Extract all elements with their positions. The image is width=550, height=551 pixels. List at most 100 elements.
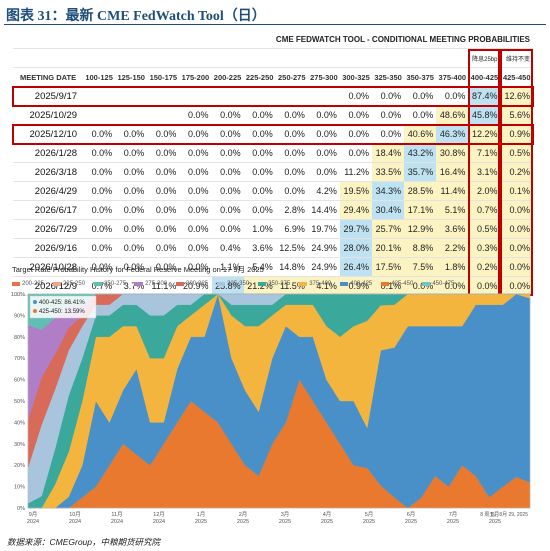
probability-cell: 0.0% [307, 143, 340, 163]
legend-item[interactable]: 350-375 [258, 281, 290, 287]
probability-cell: 0.0% [115, 219, 148, 239]
probability-cell: 2.8% [275, 200, 308, 220]
legend-item[interactable]: 200-225 [12, 281, 44, 287]
legend-item[interactable]: 400-425 [340, 281, 372, 287]
probability-cell: 0.0% [339, 143, 373, 163]
probability-cell: 0.0% [83, 143, 116, 163]
y-tick-label: 50% [14, 399, 25, 405]
probability-cell: 26.4% [339, 257, 373, 277]
legend-swatch [258, 282, 267, 286]
table-row: 2026/6/17 0.0% 0.0% 0.0% 0.0% 0.0% 0.0% 2.8% 14.… [13, 200, 533, 220]
probability-cell: 48.6% [436, 105, 469, 125]
probability-cell: 0.0% [147, 143, 180, 163]
x-tick-label: 4月 [323, 511, 332, 518]
probability-cell: 0.0% [179, 162, 212, 182]
probability-cell: 11.4% [436, 181, 469, 201]
legend-item[interactable]: 450-475 [422, 281, 454, 287]
probability-table-panel: CME FEDWATCH TOOL - CONDITIONAL MEETING … [12, 30, 534, 296]
probability-cell: 0.9% [339, 276, 373, 296]
probability-cell: 0.0% [211, 143, 244, 163]
table-row: 2025/10/29 0.0% 0.0% 0.0% 0.0% 0.0% 0.0% 0.0% 0.… [13, 105, 533, 125]
table-row: 2026/1/28 0.0% 0.0% 0.0% 0.0% 0.0% 0.0% 0.0% 0.0… [13, 143, 533, 163]
legend-item[interactable]: 375-400 [299, 281, 331, 287]
legend-item[interactable]: 275-300 [135, 281, 167, 287]
probability-cell: 45.8% [468, 105, 501, 125]
meeting-date: 2026/3/18 [13, 162, 84, 182]
probability-cell: 0.0% [115, 257, 148, 277]
probability-cell: 7.1% [468, 143, 501, 163]
probability-cell: 0.0% [147, 257, 180, 277]
legend-label: 400-425 [350, 281, 373, 287]
x-tick-label: 1月 [197, 511, 206, 518]
probability-cell: 0.0% [436, 276, 469, 296]
x-tick-year: 2024 [111, 519, 123, 525]
x-tick-label: 7月 [449, 511, 458, 518]
x-tick-year: 2025 [195, 519, 207, 525]
chart-tooltip [29, 295, 97, 319]
probability-cell: 0.0% [147, 219, 180, 239]
probability-cell: 30.4% [372, 200, 405, 220]
probability-cell: 0.0% [83, 200, 116, 220]
x-tick-year: 2024 [69, 519, 81, 525]
probability-cell: 0.0% [147, 162, 180, 182]
probability-cell: 7.5% [404, 257, 437, 277]
table-header-row: MEETING DATE 100-125 125-150 150-175 175-200… [13, 67, 533, 87]
probability-cell: 0.0% [500, 219, 533, 239]
title-divider [4, 24, 546, 25]
y-tick-label: 90% [14, 313, 25, 319]
table-row: 2026/4/29 0.0% 0.0% 0.0% 0.0% 0.0% 0.0% 0.0% 4.2… [13, 181, 533, 201]
table-row: 2026/9/16 0.0% 0.0% 0.0% 0.0% 0.4% 3.6% 12.5% 24… [13, 238, 533, 258]
x-tick-year: 2025 [489, 519, 501, 525]
table-title: CME FEDWATCH TOOL - CONDITIONAL MEETING … [13, 30, 533, 49]
legend-label: 250-275 [104, 281, 127, 287]
meeting-date: 2026/9/16 [13, 238, 84, 258]
x-tick-year: 2025 [405, 519, 417, 525]
probability-cell: 0.0% [275, 181, 308, 201]
meeting-date: 2026/1/28 [13, 143, 84, 163]
legend-swatch [422, 282, 431, 286]
probability-cell: 17.1% [404, 200, 437, 220]
probability-cell: 12.2% [468, 124, 501, 144]
probability-cell: 11.5% [275, 276, 308, 296]
probability-cell: 35.7% [404, 162, 437, 182]
probability-cell: 0.3% [468, 238, 501, 258]
x-tick-year: 2024 [27, 519, 39, 525]
legend-item[interactable]: 225-250 [53, 281, 85, 287]
probability-cell: 0.0% [179, 200, 212, 220]
probability-cell: 29.7% [339, 219, 373, 239]
legend-item[interactable]: 300-325 [176, 281, 208, 287]
probability-cell: 0.0% [275, 162, 308, 182]
probability-cell: 28.0% [339, 238, 373, 258]
probability-cell: 0.5% [468, 219, 501, 239]
probability-cell: 4.2% [307, 181, 340, 201]
y-tick-label: 70% [14, 356, 25, 362]
probability-cell: 12.5% [275, 238, 308, 258]
probability-cell: 0.0% [83, 257, 116, 277]
x-tick-label: 3月 [281, 511, 290, 518]
x-tick-label: 9月 [29, 511, 38, 518]
probability-cell: 30.8% [436, 143, 469, 163]
probability-cell: 0.7% [468, 200, 501, 220]
x-tick-year: 2025 [363, 519, 375, 525]
probability-cell: 0.0% [179, 257, 212, 277]
probability-cell: 18.4% [372, 143, 405, 163]
table-row: 2026/7/29 0.0% 0.0% 0.0% 0.0% 0.0% 1.0% 6.9% 19.… [13, 219, 533, 239]
probability-cell: 5.1% [436, 200, 469, 220]
legend-item[interactable]: 250-275 [94, 281, 126, 287]
legend-swatch [217, 282, 226, 286]
probability-cell: 0.0% [211, 219, 244, 239]
legend-item[interactable]: 425-450 [381, 281, 413, 287]
x-tick-label: 2月 [239, 511, 248, 518]
legend-label: 325-350 [227, 281, 250, 287]
legend-item[interactable]: 325-350 [217, 281, 249, 287]
probability-cell: 0.0% [211, 162, 244, 182]
probability-cell: 0.0% [115, 181, 148, 201]
tooltip-label: 400-425: 86.41% [39, 300, 85, 306]
probability-cell: 5.6% [500, 105, 533, 125]
legend-label: 225-250 [63, 281, 86, 287]
legend-label: 300-325 [186, 281, 209, 287]
table-note-row: 降息25bp 维持不变 [13, 48, 533, 68]
probability-cell: 0.0% [147, 238, 180, 258]
probability-cell: 17.5% [372, 257, 405, 277]
probability-cell: 0.0% [500, 200, 533, 220]
